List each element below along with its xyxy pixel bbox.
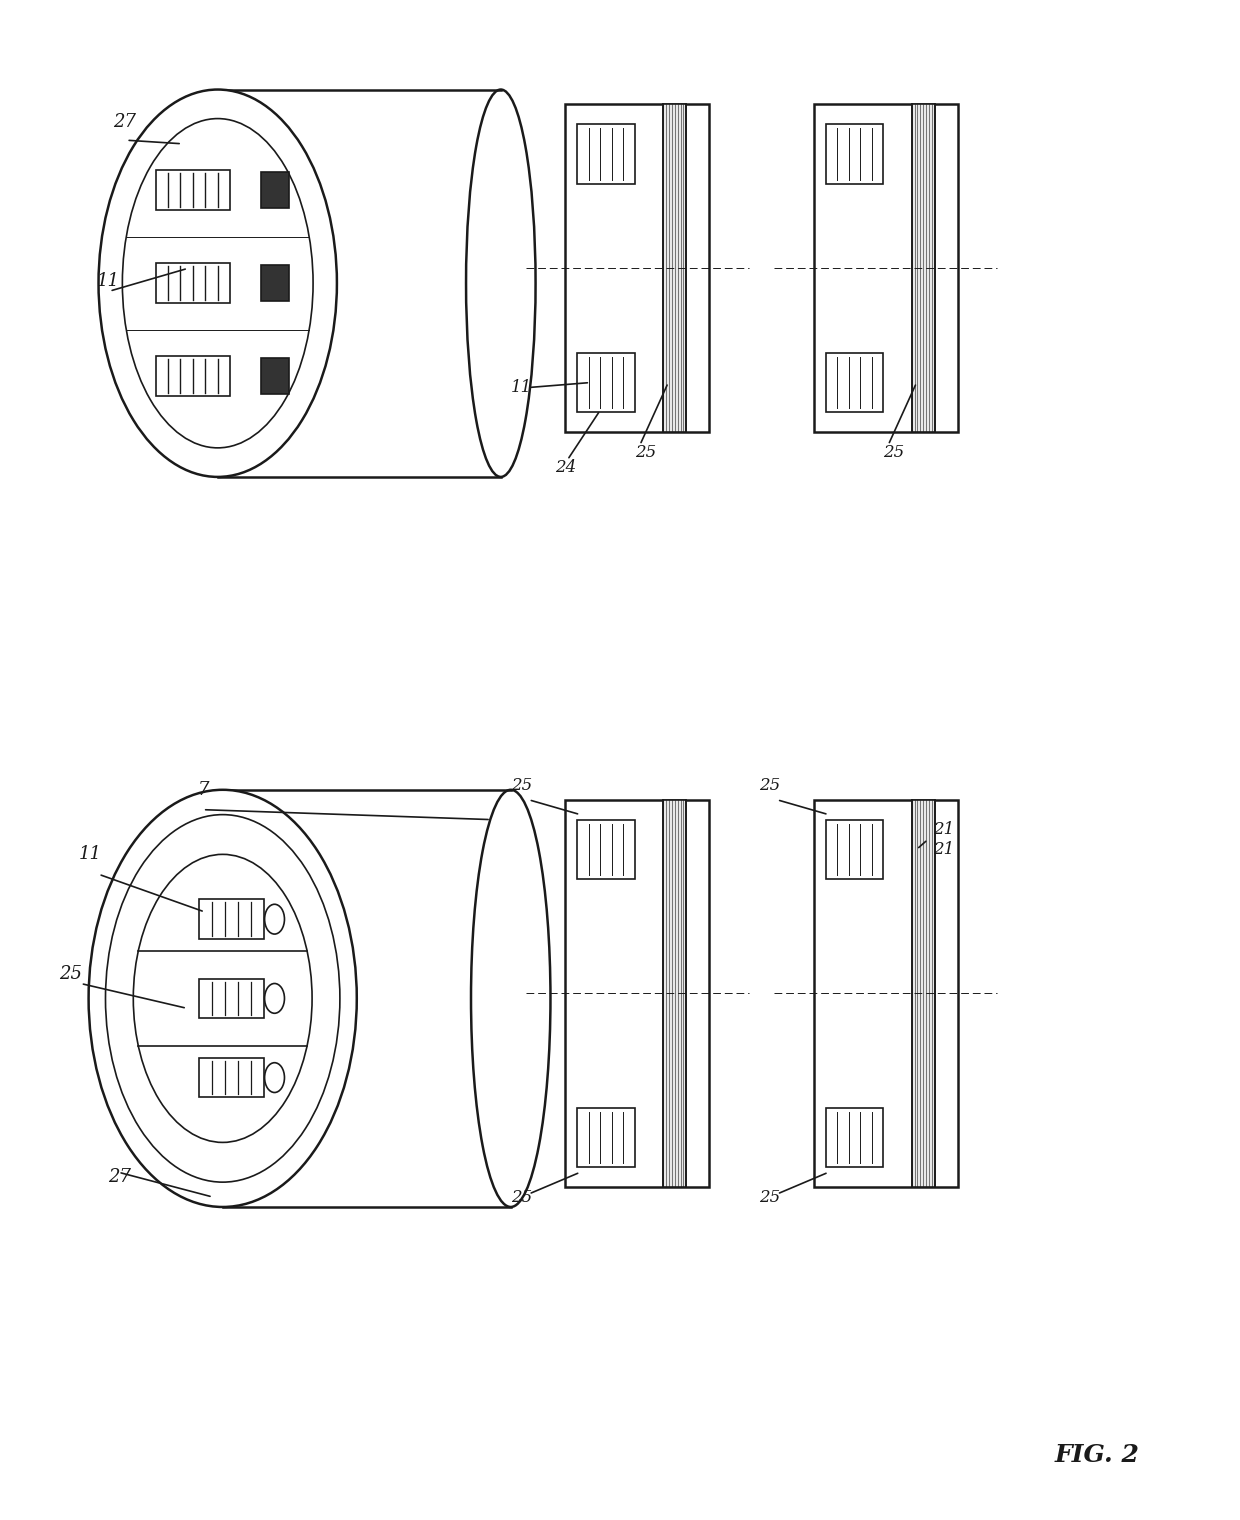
Text: 25: 25 — [511, 1189, 532, 1205]
Text: 7: 7 — [198, 781, 210, 800]
Bar — [882, 141, 911, 167]
Bar — [565, 800, 709, 1187]
Bar — [632, 141, 663, 167]
Ellipse shape — [105, 815, 340, 1183]
Bar — [169, 1059, 196, 1096]
Ellipse shape — [264, 1062, 284, 1093]
Bar — [911, 800, 935, 1187]
Ellipse shape — [264, 904, 284, 935]
Text: FIG. 2: FIG. 2 — [1054, 1444, 1140, 1467]
Bar — [826, 1108, 883, 1167]
Text: 21: 21 — [932, 821, 954, 839]
Bar — [200, 900, 264, 939]
Bar — [262, 266, 289, 301]
Text: 11: 11 — [97, 272, 119, 290]
Bar — [663, 105, 687, 432]
Bar — [813, 800, 957, 1187]
Bar — [262, 359, 289, 394]
Text: 24: 24 — [556, 459, 577, 476]
Bar — [156, 263, 231, 302]
Bar — [882, 836, 911, 863]
Bar — [632, 1123, 663, 1151]
Bar — [578, 1108, 635, 1167]
Ellipse shape — [133, 854, 312, 1143]
Text: 25: 25 — [635, 444, 656, 461]
Bar — [200, 979, 264, 1018]
Bar — [156, 170, 231, 210]
Bar — [813, 105, 957, 432]
Text: 25: 25 — [511, 777, 532, 793]
Text: 11: 11 — [511, 380, 532, 397]
Text: 27: 27 — [108, 1169, 131, 1186]
Text: 25: 25 — [759, 777, 780, 793]
Bar — [200, 1058, 264, 1097]
Bar — [156, 356, 231, 397]
Text: 25: 25 — [759, 1189, 780, 1205]
Bar — [826, 125, 883, 184]
Text: 11: 11 — [78, 845, 102, 863]
Bar — [663, 800, 687, 1187]
Bar — [578, 353, 635, 412]
Bar — [578, 819, 635, 879]
Ellipse shape — [98, 90, 337, 477]
Bar — [632, 369, 663, 397]
Text: 21: 21 — [932, 842, 954, 859]
Ellipse shape — [88, 790, 357, 1207]
Bar — [262, 172, 289, 208]
Text: 25: 25 — [58, 965, 82, 982]
Ellipse shape — [264, 983, 284, 1014]
Bar — [882, 1123, 911, 1151]
Text: 25: 25 — [883, 444, 904, 461]
Bar — [578, 125, 635, 184]
Ellipse shape — [466, 90, 536, 477]
Bar — [911, 105, 935, 432]
Text: 27: 27 — [113, 114, 136, 131]
Bar — [882, 369, 911, 397]
Bar — [826, 353, 883, 412]
Bar — [169, 900, 196, 938]
Bar — [632, 836, 663, 863]
Bar — [169, 979, 196, 1017]
Ellipse shape — [471, 790, 551, 1207]
Bar — [826, 819, 883, 879]
Bar — [565, 105, 709, 432]
